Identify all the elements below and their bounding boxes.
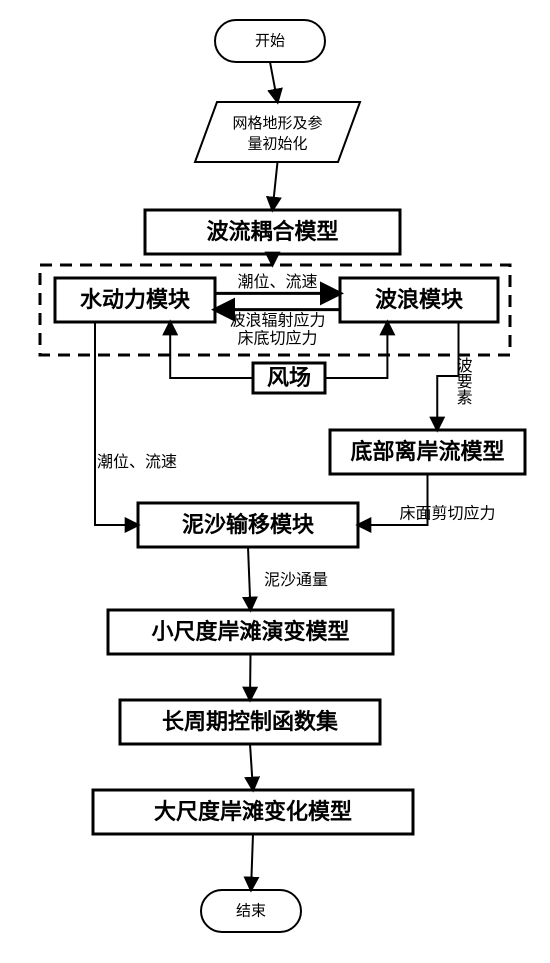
svg-text:开始: 开始 [255, 32, 285, 49]
edge [95, 322, 138, 525]
svg-text:结束: 结束 [236, 902, 266, 919]
svg-text:量初始化: 量初始化 [247, 136, 307, 153]
svg-text:波浪辐射应力: 波浪辐射应力 [229, 310, 325, 329]
svg-text:小尺度岸滩演变模型: 小尺度岸滩演变模型 [151, 619, 349, 644]
svg-text:波流耦合模型: 波流耦合模型 [206, 219, 338, 244]
edge [270, 62, 278, 102]
svg-text:水动力模块: 水动力模块 [80, 287, 191, 312]
svg-text:床底切应力: 床底切应力 [237, 328, 317, 347]
svg-text:泥沙输移模块: 泥沙输移模块 [182, 512, 315, 537]
edge [325, 322, 387, 378]
edge [250, 654, 251, 700]
svg-text:泥沙通量: 泥沙通量 [264, 571, 328, 589]
svg-text:长周期控制函数集: 长周期控制函数集 [162, 709, 339, 734]
edge [273, 162, 278, 210]
svg-text:大尺度岸滩变化模型: 大尺度岸滩变化模型 [154, 799, 352, 824]
svg-text:床面剪切应力: 床面剪切应力 [399, 504, 495, 523]
svg-text:波要素: 波要素 [454, 357, 473, 405]
edge [248, 547, 251, 610]
svg-text:底部离岸流模型: 底部离岸流模型 [350, 439, 504, 464]
edge [251, 834, 253, 890]
svg-text:风场: 风场 [267, 365, 311, 390]
svg-text:潮位、流速: 潮位、流速 [97, 453, 177, 471]
svg-text:波浪模块: 波浪模块 [375, 287, 464, 312]
edge [250, 744, 253, 790]
svg-text:潮位、流速: 潮位、流速 [237, 273, 317, 291]
svg-text:网格地形及参: 网格地形及参 [232, 115, 322, 132]
